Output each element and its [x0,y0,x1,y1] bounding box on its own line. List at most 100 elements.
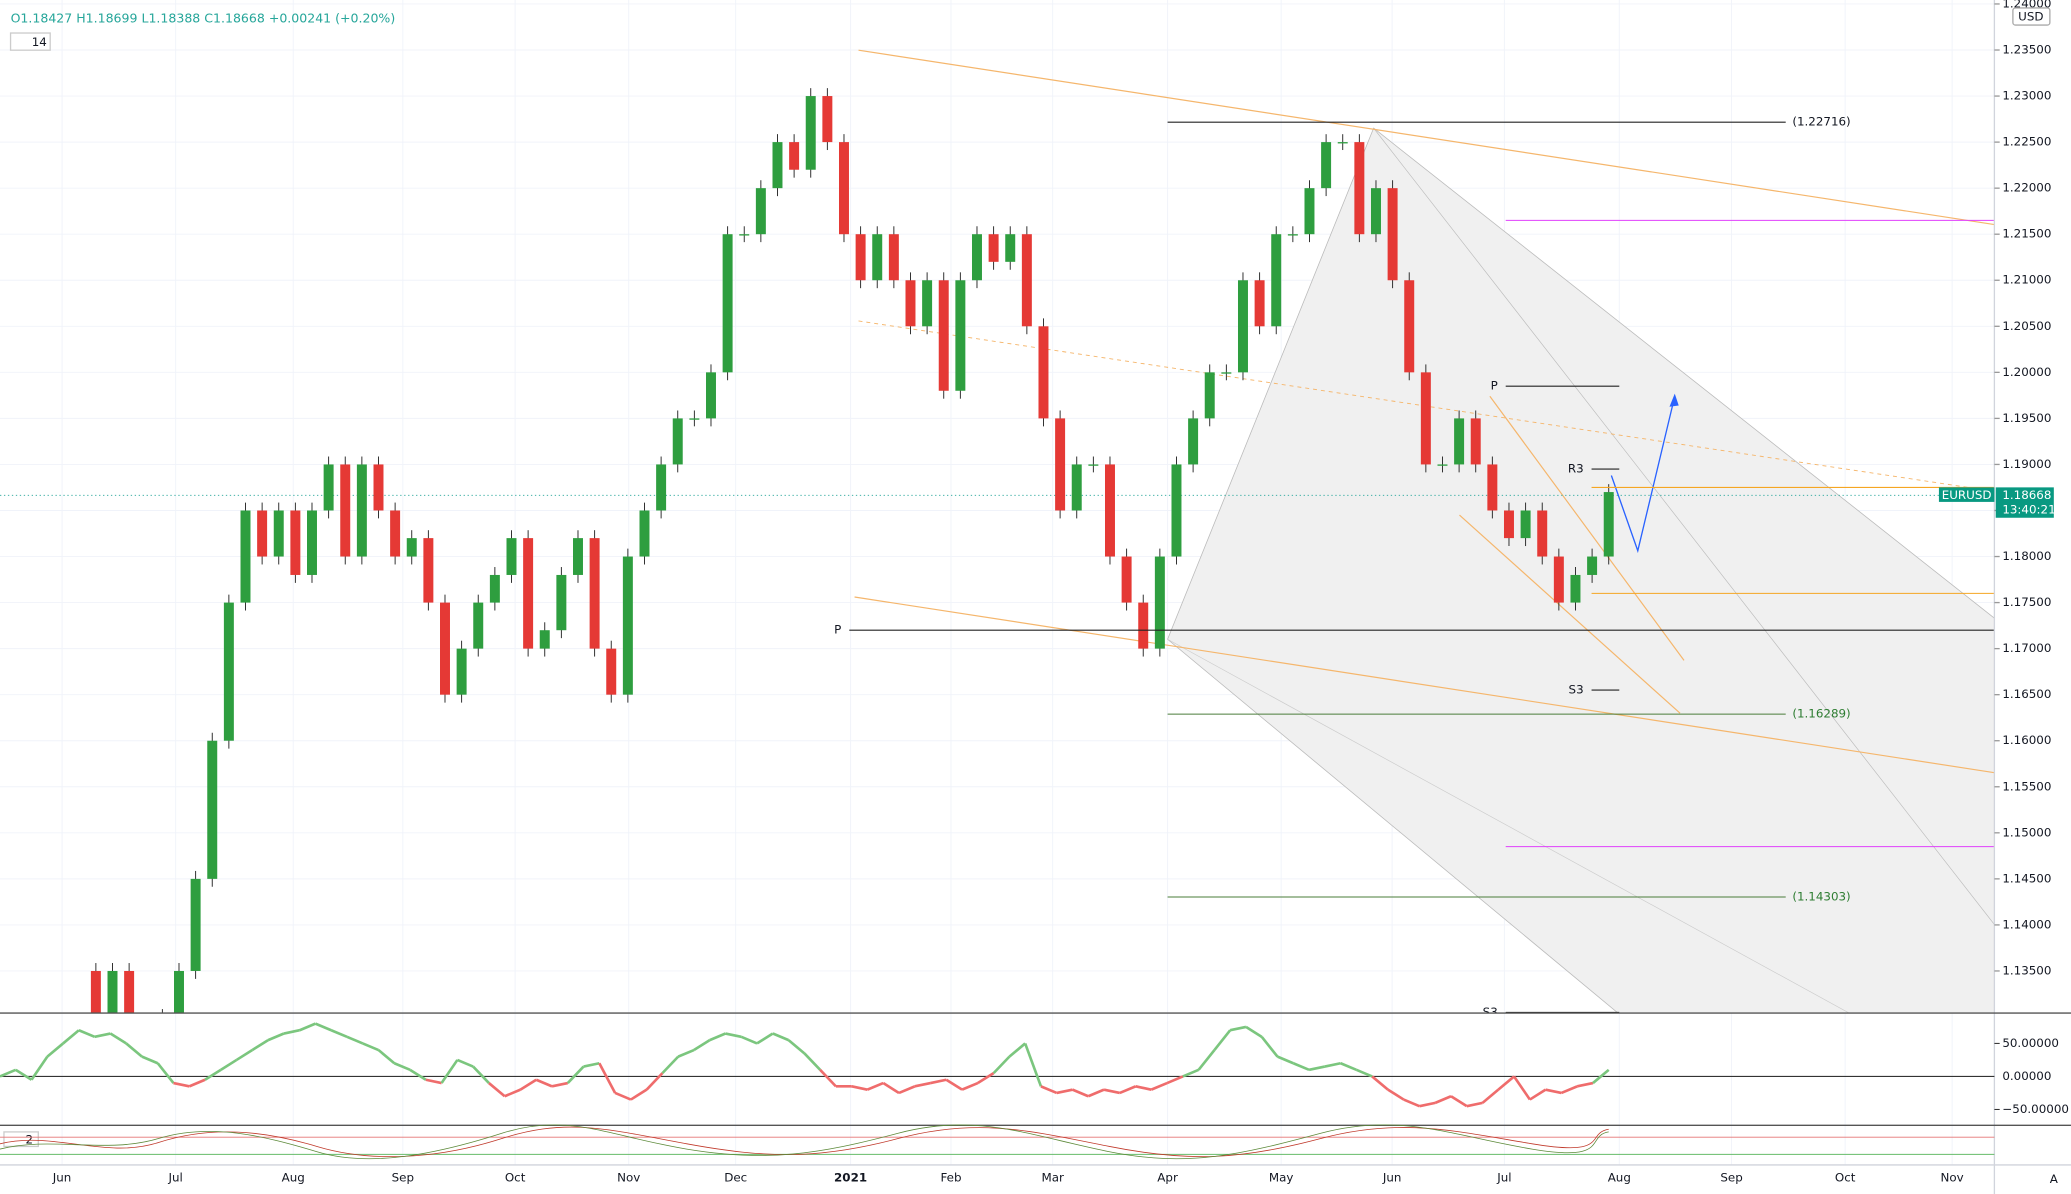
candle [888,234,899,281]
candle [1404,280,1415,373]
trend-line [854,596,1995,774]
osc-segment [78,1029,96,1039]
osc-segment [772,1032,790,1042]
candle [1005,234,1016,262]
osc-segment [267,1032,285,1042]
osc-segment [377,1049,396,1065]
price-tick-label: 1.17000 [2002,641,2051,655]
candle [722,234,733,373]
osc-segment [787,1039,806,1055]
candle [257,510,268,557]
month-label: Oct [1835,1171,1856,1185]
osc-tick-label: 0.00000 [2002,1069,2051,1083]
stoch-line [0,1126,1609,1158]
candle [1437,464,1448,466]
osc-segment [1166,1075,1184,1085]
osc-segment [173,1081,190,1088]
candle [1537,510,1548,557]
osc-segment [677,1048,695,1058]
candle [805,96,816,170]
month-label: Jul [1496,1171,1511,1185]
candle [223,602,234,741]
candle [207,740,218,879]
osc-segment [156,1062,175,1084]
price-tick-label: 1.23000 [2002,89,2051,103]
month-label: Nov [1941,1171,1964,1185]
candle [988,234,999,262]
osc-segment [1497,1075,1515,1091]
close: C1.18668 [204,10,265,25]
osc-segment [756,1032,774,1045]
candle [822,96,833,143]
osc-segment [1277,1055,1294,1065]
candle [539,630,550,649]
candle [755,188,766,235]
osc-segment [1355,1068,1373,1078]
candle [523,538,534,649]
candle [639,510,650,557]
candle [390,510,401,557]
currency-button[interactable] [2012,7,2051,26]
osc-segment [645,1072,664,1091]
osc-segment [472,1065,490,1084]
osc-segment [961,1081,979,1091]
osc-segment [977,1072,995,1085]
candle [1487,464,1498,511]
month-label: Aug [1608,1171,1631,1185]
channel-line [1167,638,1850,1014]
osc-segment [535,1078,553,1088]
osc-segment [362,1042,380,1052]
candle [423,538,434,603]
price-tick-label: 1.22000 [2002,181,2051,195]
time-axis: Jun Jul Aug Sep Oct Nov Dec 2021 Feb Mar Apr May Jun… [52,1171,1964,1185]
price-tick-label: 1.19500 [2002,411,2051,425]
month-label: Mar [1041,1171,1064,1185]
candle [1570,574,1581,603]
price-tick-label: 1.21500 [2002,227,2051,241]
month-label: Sep [392,1171,414,1185]
osc-segment [251,1039,269,1052]
indicator-toggle[interactable] [9,32,51,51]
candle [1021,234,1032,327]
candle [473,602,484,649]
candle [1254,280,1265,327]
price-tick-label: 1.16000 [2002,733,2051,747]
osc-segment [1560,1085,1578,1095]
channel-line [1373,127,1995,925]
candles [90,88,1614,1014]
osc-segment [141,1055,159,1065]
osc-segment [299,1022,316,1032]
candle [1454,418,1465,465]
candle [1354,142,1365,235]
candle [124,970,135,1014]
osc-segment [740,1035,758,1045]
osc-segment [1119,1085,1137,1095]
price-tick-label: 1.20000 [2002,365,2051,379]
osc-segment [551,1081,569,1088]
month-label: Sep [1720,1171,1742,1185]
osc-segment [1071,1088,1089,1098]
candle [838,142,849,235]
osc-segment [1403,1098,1420,1108]
osc-segment [1576,1081,1594,1088]
candle [240,510,251,603]
candle [1071,464,1082,511]
osc-segment [204,1068,222,1081]
candle [938,280,949,391]
ohlc-legend: O1.18427 H1.18699 L1.18388 C1.18668 +0.0… [11,10,396,25]
price-tick-label: 1.18000 [2002,549,2051,563]
osc-segment [614,1091,632,1101]
auto-scale-button[interactable] [2044,1170,2064,1189]
candle [1587,556,1598,575]
osc-segment [425,1078,442,1085]
price-tick-label: 1.19000 [2002,457,2051,471]
month-label: 2021 [834,1171,867,1185]
symbol: EURUSD [1942,488,1992,502]
candle [1304,188,1315,235]
price-tick-label: 1.23500 [2002,43,2051,57]
candle [606,648,617,695]
osc-segment [456,1058,474,1068]
candle [573,538,583,575]
panel-legend[interactable] [3,1131,39,1148]
candle [739,234,750,236]
